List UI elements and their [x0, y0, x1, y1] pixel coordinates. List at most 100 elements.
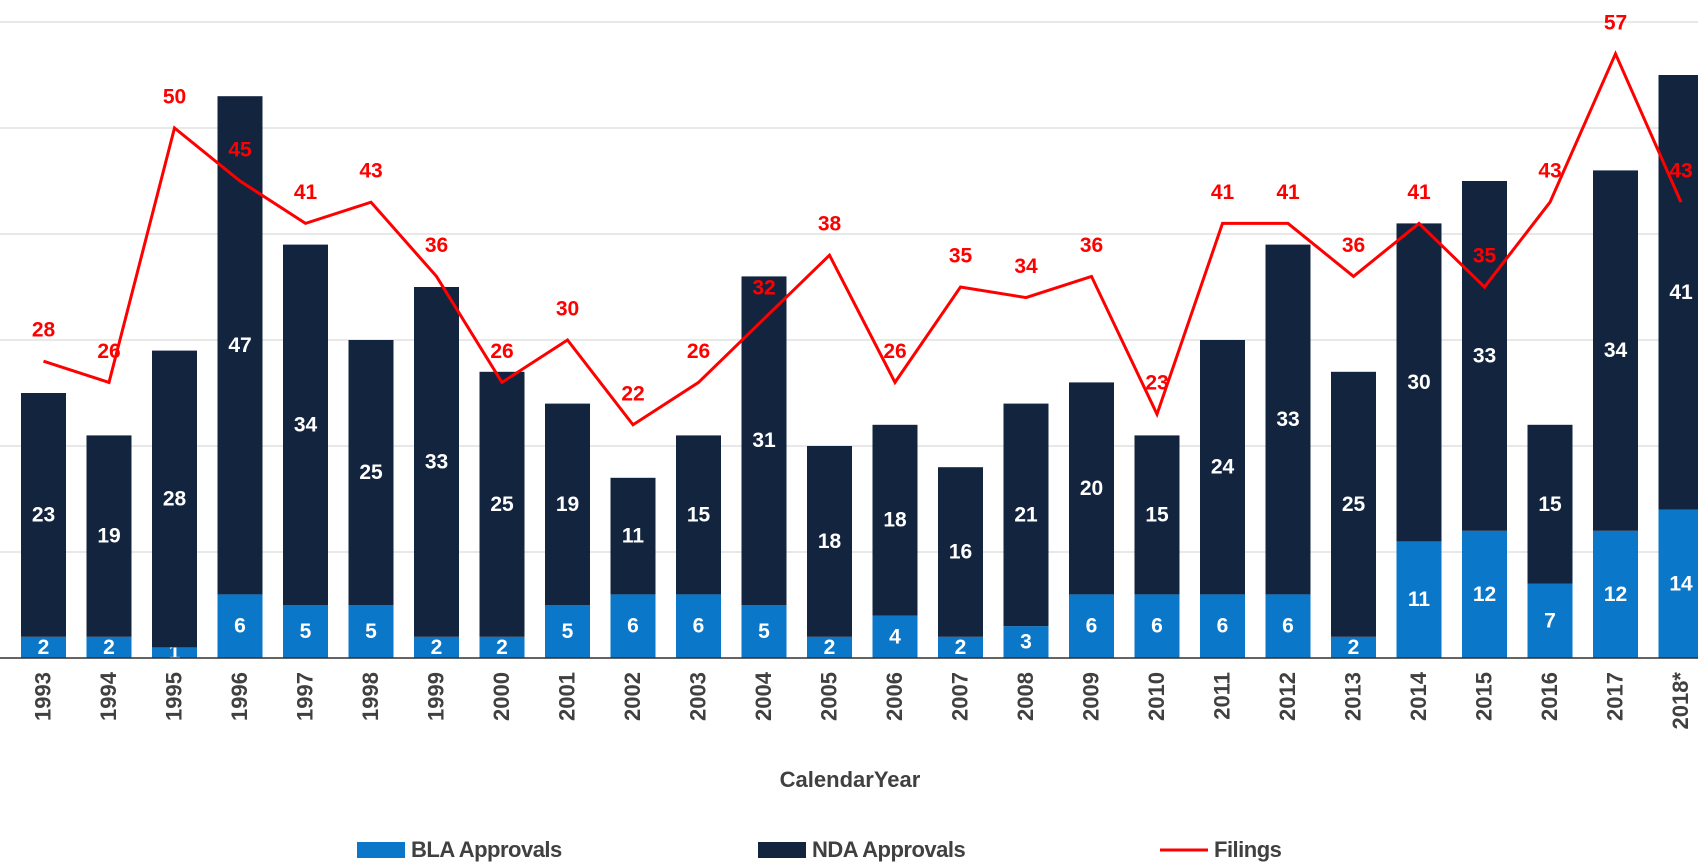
- bar-segment: [348, 340, 394, 605]
- bar-segment: [741, 605, 787, 658]
- data-label: 34: [294, 413, 318, 436]
- line-data-label: 28: [32, 319, 56, 342]
- bar-segment: [872, 615, 918, 658]
- data-label: 7: [1544, 609, 1556, 632]
- bar-segment: [1200, 340, 1245, 595]
- line-data-label: 43: [359, 160, 382, 183]
- x-tick-label: 2004: [751, 671, 776, 721]
- bar-segment: [21, 636, 66, 658]
- data-label: 6: [234, 615, 246, 638]
- data-label: 5: [562, 620, 574, 643]
- bar-segment: [86, 636, 132, 658]
- data-label: 16: [949, 541, 972, 564]
- bar-segment: [1265, 594, 1311, 658]
- data-label: 5: [758, 620, 770, 643]
- bar-segment: [1593, 530, 1638, 658]
- bar-segment: [479, 371, 525, 637]
- bar-segment: [283, 244, 328, 605]
- x-tick-label: 2015: [1471, 672, 1496, 721]
- data-label: 5: [365, 620, 377, 643]
- data-label: 6: [627, 615, 639, 638]
- data-label: 6: [1086, 615, 1098, 638]
- x-tick-label: 2009: [1078, 672, 1103, 721]
- bar-segment: [479, 636, 525, 658]
- data-label: 2: [38, 636, 50, 659]
- data-label: 25: [490, 493, 514, 516]
- data-label: 19: [556, 493, 579, 516]
- bar-segment: [1069, 382, 1114, 595]
- x-tick-label: 2012: [1275, 672, 1300, 721]
- bar-segment: [1396, 541, 1442, 658]
- data-label: 33: [1276, 408, 1299, 431]
- data-label: 14: [1669, 572, 1693, 595]
- x-tick-label: 2002: [620, 672, 645, 721]
- data-label: 41: [1669, 281, 1693, 304]
- x-tick-label: 2010: [1144, 672, 1169, 721]
- bar-segment: [1527, 424, 1573, 584]
- data-label: 4: [889, 625, 901, 648]
- line-data-label: 43: [1669, 160, 1692, 183]
- bar-segment: [676, 435, 721, 595]
- data-label: 30: [1407, 371, 1430, 394]
- line-data-label: 41: [1276, 181, 1300, 204]
- x-tick-label: 2006: [882, 672, 907, 721]
- bar-segment: [1462, 181, 1507, 531]
- bar-segment: [1396, 223, 1442, 542]
- line-data-label: 32: [752, 276, 775, 299]
- line-data-label: 36: [1080, 234, 1103, 257]
- data-label: 2: [824, 636, 836, 659]
- data-label: 6: [693, 615, 705, 638]
- bar-segment: [86, 435, 132, 637]
- line-data-label: 34: [1014, 255, 1038, 278]
- data-label: 25: [359, 461, 383, 484]
- x-tick-label: 2008: [1013, 672, 1038, 721]
- x-tick-label: 2007: [947, 672, 972, 721]
- data-label: 23: [32, 503, 55, 526]
- line-data-label: 36: [1342, 234, 1365, 257]
- bar-segment: [152, 647, 197, 658]
- legend-label: NDA Approvals: [812, 837, 965, 862]
- bar-segment: [1527, 583, 1573, 658]
- data-label: 19: [97, 525, 120, 548]
- bar-segment: [1134, 435, 1180, 595]
- line-data-label: 26: [883, 340, 906, 363]
- data-label: 6: [1151, 615, 1163, 638]
- line-data-label: 26: [687, 340, 710, 363]
- data-label: 18: [818, 530, 842, 553]
- data-label: 47: [228, 334, 251, 357]
- x-tick-label: 2013: [1340, 672, 1365, 721]
- legend-label: Filings: [1214, 837, 1282, 862]
- x-tick-label: 2014: [1406, 671, 1431, 721]
- x-tick-label: 2003: [685, 672, 710, 721]
- data-label: 28: [163, 488, 187, 511]
- line-data-label: 35: [949, 245, 973, 268]
- data-label: 33: [1473, 344, 1496, 367]
- bar-segment: [152, 350, 197, 648]
- x-axis-title: CalendarYear: [780, 767, 921, 792]
- line-data-label: 41: [294, 181, 318, 204]
- data-label: 2: [955, 636, 967, 659]
- bar-segment: [545, 605, 590, 658]
- data-label: 2: [431, 636, 443, 659]
- x-tick-label: 1998: [358, 672, 383, 721]
- x-tick-label: 2016: [1537, 672, 1562, 721]
- data-label: 11: [622, 525, 645, 548]
- data-label: 15: [1145, 503, 1169, 526]
- bar-segment: [1331, 636, 1376, 658]
- x-tick-label: 2018*: [1668, 672, 1693, 730]
- data-label: 21: [1014, 503, 1038, 526]
- data-label: 2: [1348, 636, 1360, 659]
- legend-label: BLA Approvals: [411, 837, 562, 862]
- line-data-label: 22: [621, 382, 644, 405]
- data-label: 6: [1282, 615, 1294, 638]
- data-label: 15: [1538, 493, 1562, 516]
- filings-line: [43, 50, 1683, 427]
- bar-segment: [283, 605, 328, 658]
- x-tick-label: 1997: [292, 672, 317, 721]
- line-data-label: 57: [1604, 11, 1627, 34]
- x-tick-label: 1993: [30, 672, 55, 721]
- x-tick-label: 1999: [423, 672, 448, 721]
- bar-segment: [1003, 403, 1049, 627]
- x-tick-label: 1994: [96, 671, 121, 721]
